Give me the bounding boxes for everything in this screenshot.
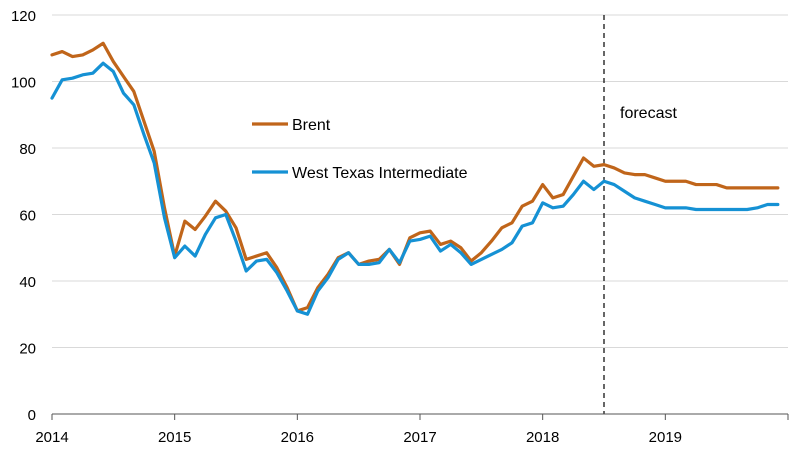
forecast-region: forecast — [603, 15, 677, 414]
x-tick-label: 2014 — [35, 429, 68, 446]
legend-label: West Texas Intermediate — [292, 165, 468, 182]
y-tick-label: 0 — [28, 407, 36, 424]
x-tick-label: 2016 — [281, 429, 314, 446]
legend: Brent West Texas Intermediate — [252, 117, 468, 182]
series-lines — [50, 41, 780, 316]
forecast-label: forecast — [620, 105, 677, 122]
x-tick-label: 2019 — [649, 429, 682, 446]
y-tick-label: 80 — [19, 141, 36, 158]
y-tick-label: 100 — [11, 75, 36, 92]
y-tick-label: 40 — [19, 274, 36, 291]
x-tick-label: 2015 — [158, 429, 191, 446]
axes: 0 20 40 60 80 100 120 2014 2015 2016 2017 2018 2019 — [11, 8, 789, 446]
y-tick-label: 120 — [11, 8, 36, 25]
y-tick-label: 60 — [19, 208, 36, 225]
x-tick-label: 2017 — [403, 429, 436, 446]
series-line-wti — [50, 61, 780, 316]
y-tick-label: 20 — [19, 341, 36, 358]
legend-label: Brent — [292, 117, 331, 134]
gridlines — [52, 14, 788, 348]
x-tick-label: 2018 — [526, 429, 559, 446]
